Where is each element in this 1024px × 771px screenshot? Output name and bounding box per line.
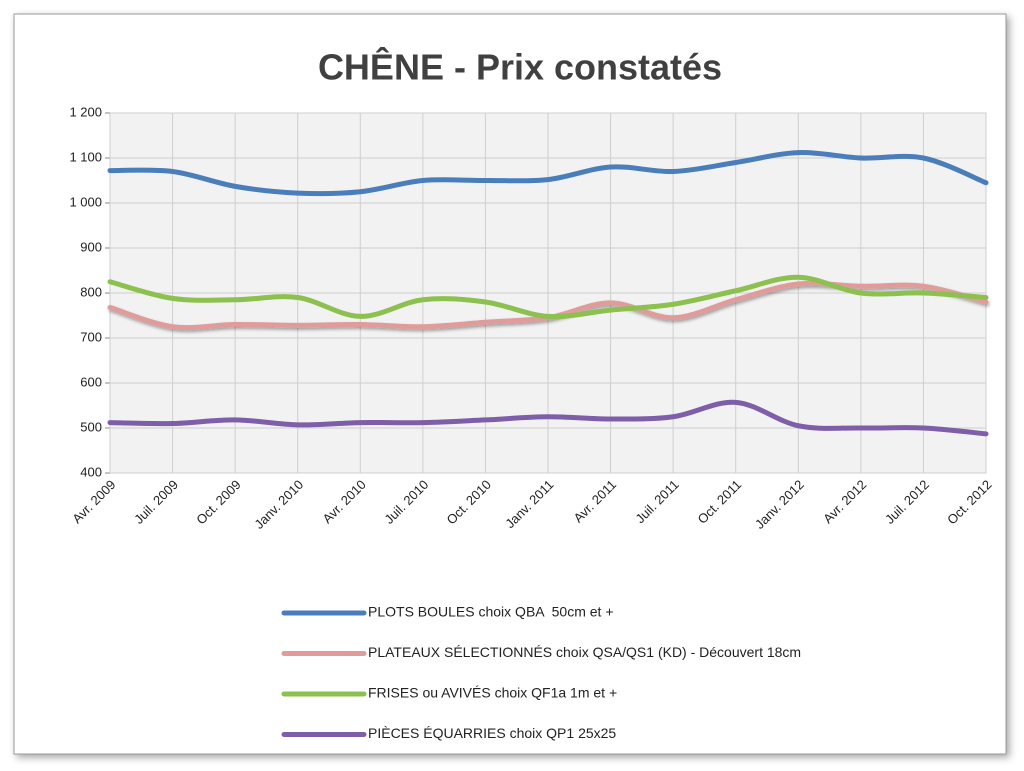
y-tick-label: 700 (80, 329, 102, 344)
y-tick-label: 900 (80, 239, 102, 254)
y-tick-label: 500 (80, 419, 102, 434)
y-tick-label: 1 000 (69, 194, 102, 209)
y-tick-label: 800 (80, 284, 102, 299)
y-tick-label: 600 (80, 374, 102, 389)
legend-label: PLATEAUX SÉLECTIONNÉS choix QSA/QS1 (KD)… (368, 644, 801, 660)
y-tick-label: 400 (80, 464, 102, 479)
chart-title: CHÊNE - Prix constatés (318, 46, 722, 88)
y-tick-label: 1 200 (69, 104, 102, 119)
legend-label: PIÈCES ÉQUARRIES choix QP1 25x25 (368, 725, 616, 741)
series-line (107, 399, 989, 437)
y-tick-label: 1 100 (69, 149, 102, 164)
legend-label: PLOTS BOULES choix QBA 50cm et + (368, 604, 614, 620)
legend-label: FRISES ou AVIVÉS choix QF1a 1m et + (368, 685, 617, 701)
series-line (107, 150, 989, 197)
series-line (107, 274, 989, 320)
